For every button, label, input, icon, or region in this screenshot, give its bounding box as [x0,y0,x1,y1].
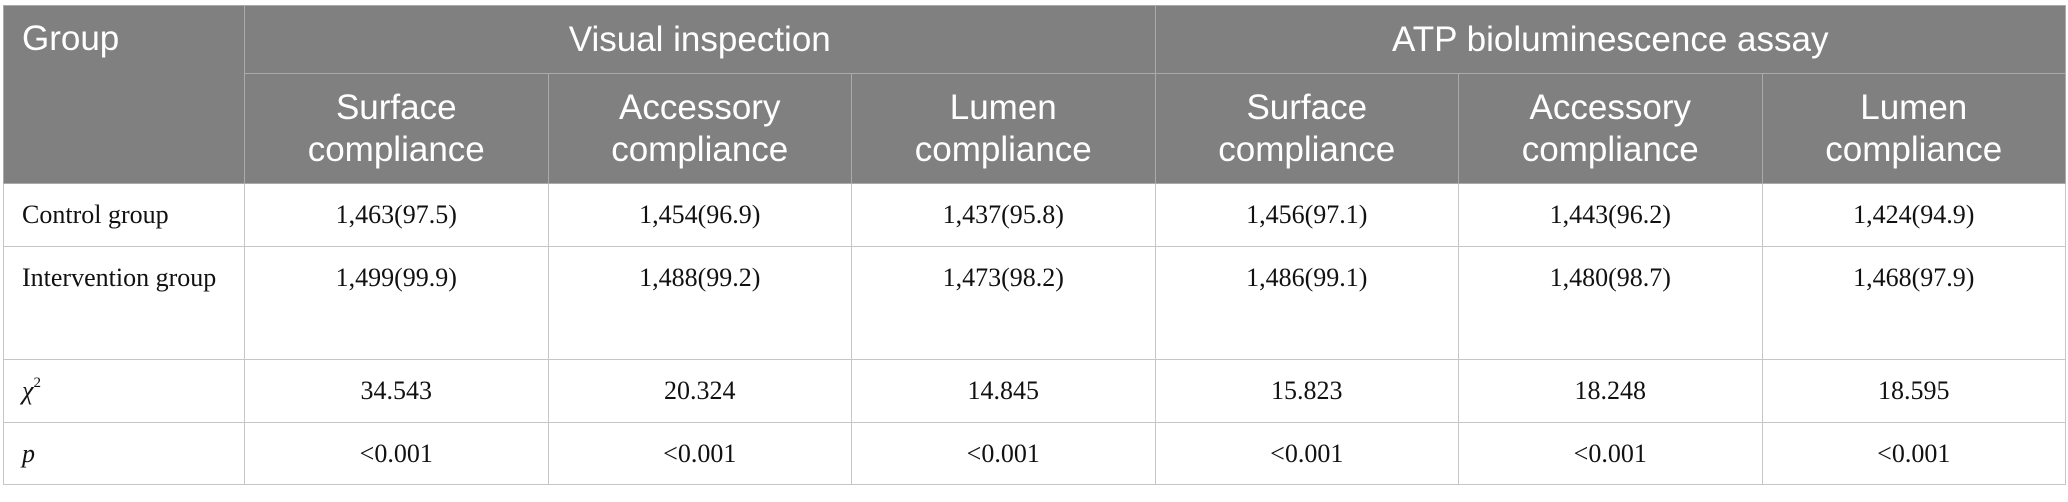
table-cell: 1,463(97.5) [244,183,549,247]
page: {"header": {"group": "Group", "groups": … [0,5,2068,502]
column-header: Accessory compliance [1458,73,1763,184]
group-band-header: Visual inspection [244,5,1156,74]
table-cell: 1,499(99.9) [244,246,549,360]
table-cell: 1,437(95.8) [851,183,1156,247]
table-cell: 1,488(99.2) [547,246,852,360]
table-row: Control group 1,463(97.5) 1,454(96.9) 1,437… [3,183,2067,247]
table-cell: <0.001 [244,422,549,485]
row-label: Intervention group [3,246,245,360]
group-header: Group [3,5,245,184]
column-header: Accessory compliance [547,73,852,184]
table-cell: 1,468(97.9) [1761,246,2067,360]
row-label-text: Intervention group [22,263,217,292]
table-cell: <0.001 [1154,422,1460,485]
row-label: χ2 [3,359,245,423]
table-cell: 20.324 [547,359,852,423]
row-label: Control group [3,183,245,247]
table-cell: 15.823 [1154,359,1460,423]
table-cell: 14.845 [851,359,1156,423]
header-row: Surface compliance Accessory compliance Lu… [4,73,2067,184]
table-cell: <0.001 [547,422,852,485]
table-cell: 1,456(97.1) [1154,183,1460,247]
column-header: Surface compliance [244,73,549,184]
table-row: p <0.001 <0.001 <0.001 <0.001 <0.001 <0.001 [3,422,2067,485]
table-cell: 1,443(96.2) [1458,183,1763,247]
row-label-text: χ [22,376,34,405]
table-cell: 1,486(99.1) [1154,246,1460,360]
header-row: Group Visual inspection ATP bioluminescenc… [3,5,2067,184]
row-label-text: Control group [22,200,169,229]
table-cell: 1,454(96.9) [547,183,852,247]
results-table: Group Visual inspection ATP bioluminescenc… [3,5,2067,485]
row-label-text: p [22,439,35,468]
table-row: χ2 34.543 20.324 14.845 15.823 18.248 18.595 [3,359,2067,423]
column-header: Lumen compliance [1761,73,2067,184]
table-cell: 1,424(94.9) [1761,183,2067,247]
table-cell: 1,480(98.7) [1458,246,1763,360]
group-band-header: ATP bioluminescence assay [1154,5,2067,74]
row-label-superscript: 2 [33,375,41,391]
table-cell: <0.001 [851,422,1156,485]
row-label: p [3,422,245,485]
table-cell: <0.001 [1761,422,2067,485]
table-cell: 18.595 [1761,359,2067,423]
table-cell: 18.248 [1458,359,1763,423]
table-cell: 1,473(98.2) [851,246,1156,360]
table-cell: <0.001 [1458,422,1763,485]
table-row: Intervention group 1,499(99.9) 1,488(99.2)… [3,246,2067,360]
column-header: Lumen compliance [851,73,1156,184]
column-header: Surface compliance [1154,73,1460,184]
table-cell: 34.543 [244,359,549,423]
